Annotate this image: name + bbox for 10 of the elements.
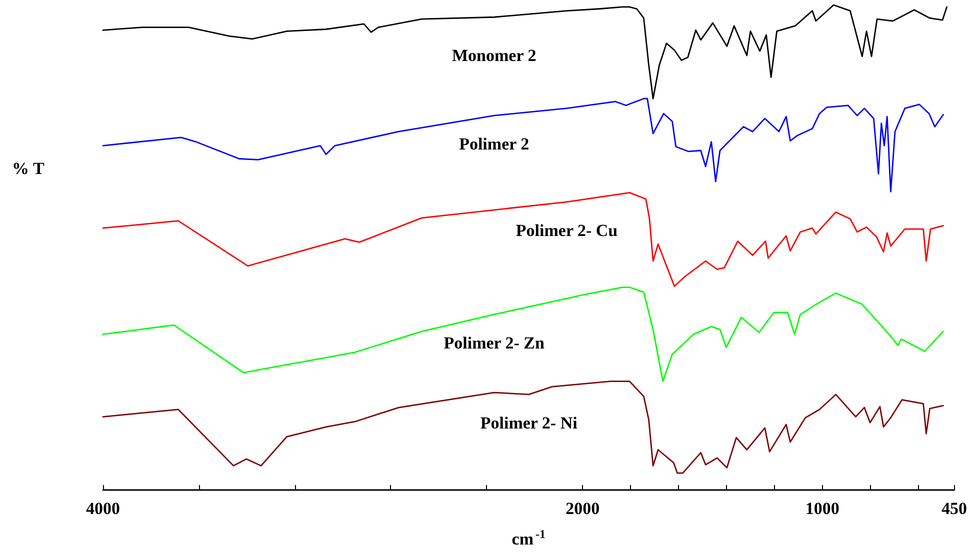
x-tick-label: 450 xyxy=(942,499,967,518)
x-tick-label: 1000 xyxy=(805,499,840,518)
series-label: Polimer 2- Zn xyxy=(444,333,546,352)
series-label: Polimer 2 xyxy=(459,134,530,154)
x-tick-label: 4000 xyxy=(86,499,120,518)
series-label: Monomer 2 xyxy=(452,46,536,66)
x-tick-label: 2000 xyxy=(566,499,600,518)
series-label: Polimer 2- Cu xyxy=(516,220,618,240)
series-label: Polimer 2- Ni xyxy=(480,413,578,432)
y-axis-title: % T xyxy=(12,159,45,178)
